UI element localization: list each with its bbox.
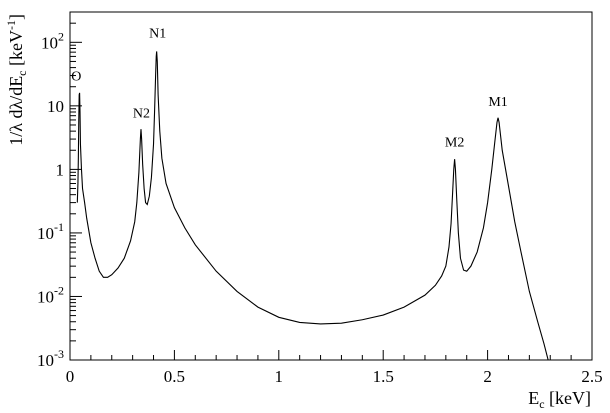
- series-line: [76, 51, 549, 361]
- x-tick-label: 1.5: [373, 367, 394, 386]
- peak-label: N2: [133, 107, 150, 122]
- plot-frame: [69, 11, 593, 361]
- y-axis-ticks: 10-3 10-2 10-1 1 10 102: [37, 11, 82, 370]
- peak-label: N1: [149, 26, 166, 41]
- x-axis-ticks: 0 0.5 1 1.5 2 2.5: [66, 350, 603, 386]
- x-axis-title: Ec [keV]: [528, 388, 591, 411]
- peak-label: M2: [445, 135, 464, 150]
- y-tick-label: 102: [41, 29, 64, 52]
- x-tick-label: 0: [66, 367, 75, 386]
- y-tick-label: 10-3: [37, 347, 64, 370]
- y-tick-label: 10-2: [37, 283, 64, 306]
- x-tick-label: 1: [275, 367, 284, 386]
- y-axis-title: 1/λ dλ/dEc [keV-1]: [4, 14, 29, 146]
- x-tick-label: 2: [483, 367, 492, 386]
- peak-label: O: [71, 70, 81, 85]
- series-layer: [76, 51, 549, 361]
- peak-annotations: O N2 N1 M2 M1: [71, 26, 508, 150]
- y-tick-label: 10-1: [37, 220, 64, 243]
- y-tick-label: 1: [56, 160, 65, 179]
- x-tick-label: 0.5: [164, 367, 185, 386]
- peak-label: M1: [488, 95, 507, 110]
- x-tick-label: 2.5: [581, 367, 602, 386]
- y-tick-label: 10: [47, 97, 64, 116]
